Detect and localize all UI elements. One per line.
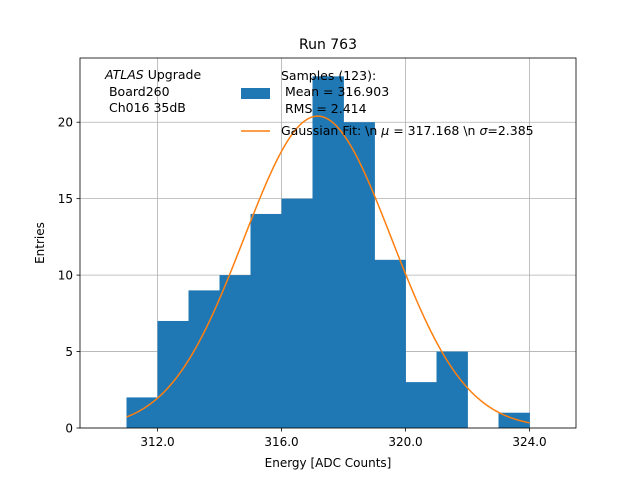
x-tick-label: 316.0 [264,435,298,449]
y-tick-label: 10 [58,269,73,283]
y-tick-label: 5 [65,345,73,359]
histogram-bar [312,76,344,428]
y-axis-label: Entries [33,222,47,264]
atlas-annotation: ATLAS Upgrade [104,67,201,82]
legend-fit-mu-symbol: μ [380,123,389,138]
legend-fit-prefix: Gaussian Fit: \n [281,123,381,138]
legend-fit-sigma-text: =2.385 [487,123,533,138]
legend-fit: Gaussian Fit: \n μ = 317.168 \n σ=2.385 [281,123,534,138]
gaussian-fit-curve [126,115,530,424]
histogram-bar [374,259,406,428]
chart-title: Run 763 [299,37,357,53]
histogram-bar [281,198,313,428]
atlas-label: ATLAS [104,67,144,82]
histogram-bar [219,275,251,428]
x-tick-label: 320.0 [388,435,422,449]
channel-label: Ch016 35dB [105,100,186,115]
x-tick-label: 324.0 [512,435,546,449]
upgrade-label: Upgrade [144,67,202,82]
board-label: Board260 [105,84,170,99]
legend-fit-mu-text: = 317.168 \n [389,123,479,138]
legend-fit-sigma-symbol: σ [479,123,488,138]
histogram-bar [188,290,220,428]
legend-histogram-patch [241,88,270,99]
legend-mean: Mean = 316.903 [281,84,389,99]
y-tick-label: 0 [65,422,73,436]
y-axis-ticks: 0 5 10 15 20 [58,116,80,436]
histogram-bar [250,213,282,428]
legend-samples: Samples (123): [281,68,376,83]
histogram-bar [343,122,375,428]
histogram-bar [157,320,189,428]
histogram-bar [436,351,468,428]
histogram-bars [126,76,530,428]
x-tick-label: 312.0 [140,435,174,449]
y-tick-label: 15 [58,192,73,206]
legend-rms: RMS = 2.414 [281,101,367,116]
axes-frame [79,57,577,429]
x-axis-ticks: 312.0 316.0 320.0 324.0 [140,428,547,449]
histogram-bar [405,382,437,428]
x-axis-label: Energy [ADC Counts] [265,456,392,470]
y-tick-label: 20 [58,116,73,130]
